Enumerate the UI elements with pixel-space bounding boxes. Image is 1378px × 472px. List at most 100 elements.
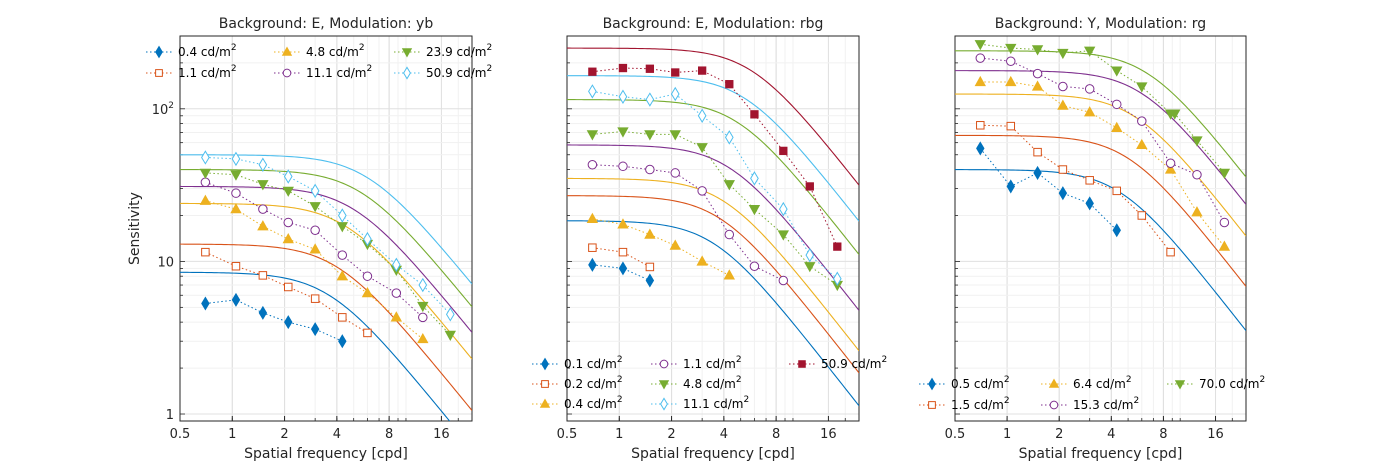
axes-box xyxy=(566,35,860,422)
x-tick-label: 0.5 xyxy=(945,427,966,442)
series-2 xyxy=(955,121,1246,287)
data-point xyxy=(1058,165,1068,174)
legend-label: 11.1 cd/m2 xyxy=(683,395,749,411)
legend-item: 1.1 cd/m2 xyxy=(651,355,742,371)
series-3 xyxy=(567,177,859,352)
ticks: 0.5 1 2 4 8 16 xyxy=(557,35,846,442)
data-point xyxy=(779,146,788,156)
data-point xyxy=(618,247,628,257)
fit-curve xyxy=(567,177,859,352)
data-point xyxy=(231,151,241,167)
fit-curve xyxy=(180,243,472,411)
chart-panel-2: 0.5 1 2 4 8 16 Background: E, Modulation: rbg S… xyxy=(532,16,887,462)
data-point xyxy=(617,218,629,229)
data-point xyxy=(282,186,294,197)
fit-curve xyxy=(955,70,1246,205)
legend-label: 4.8 cd/m2 xyxy=(683,375,742,391)
series-3 xyxy=(180,194,472,360)
plot-area xyxy=(180,150,472,421)
data-point xyxy=(697,186,707,196)
data-point xyxy=(363,328,372,338)
fit-curve xyxy=(567,220,859,407)
data-point xyxy=(645,164,655,175)
x-tick-label: 8 xyxy=(385,427,393,442)
legend-label: 0.1 cd/m2 xyxy=(564,355,623,371)
data-point xyxy=(974,40,986,51)
data-point xyxy=(391,288,402,298)
data-point xyxy=(258,305,268,320)
data-point xyxy=(1085,196,1094,211)
series-2 xyxy=(567,195,859,374)
y-tick-label: 102 xyxy=(152,101,174,118)
legend-marker xyxy=(155,45,163,59)
data-point xyxy=(723,180,735,191)
data-point xyxy=(805,247,815,263)
legend-item: 0.2 cd/m2 xyxy=(532,375,623,391)
data-point xyxy=(669,130,681,141)
legend-label: 4.8 cd/m2 xyxy=(306,43,365,59)
chart-panel-3: 0.5 1 2 4 8 16 Background: Y, Modulation: rg Sp… xyxy=(919,16,1265,462)
legend-item: 11.1 cd/m2 xyxy=(651,395,749,411)
x-tick-label: 0.5 xyxy=(170,427,191,442)
data-point xyxy=(337,250,348,260)
data-line xyxy=(205,172,451,336)
legend-marker xyxy=(281,46,293,56)
data-point xyxy=(1111,99,1122,110)
data-point xyxy=(1057,48,1069,60)
data-point xyxy=(1057,99,1069,110)
data-point xyxy=(1033,147,1042,157)
legend-item: 0.1 cd/m2 xyxy=(532,355,623,371)
data-line xyxy=(592,90,838,280)
data-point xyxy=(976,141,985,156)
x-tick-label: 16 xyxy=(820,427,837,442)
fit-curve xyxy=(955,134,1246,287)
legend-marker xyxy=(1049,400,1059,410)
data-point xyxy=(282,233,294,244)
x-tick-label: 0.5 xyxy=(557,427,578,442)
data-line xyxy=(980,81,1225,247)
data-point xyxy=(1218,240,1231,251)
x-axis-label: Spatial frequency [cpd] xyxy=(244,446,408,462)
data-point xyxy=(200,177,211,188)
series-4 xyxy=(955,53,1246,228)
series-2 xyxy=(180,243,472,411)
legend-label: 23.9 cd/m2 xyxy=(426,43,492,59)
data-point xyxy=(645,64,655,73)
axes-box xyxy=(954,35,1247,422)
x-tick-label: 2 xyxy=(1055,427,1063,442)
legend-item: 70.0 cd/m2 xyxy=(1167,375,1265,391)
data-point xyxy=(670,168,680,178)
data-point xyxy=(362,271,373,281)
legend-item: 6.4 cd/m2 xyxy=(1041,375,1132,391)
legend: 0.4 cd/m2 1.1 cd/m2 4.8 cd/m2 11.1 cd/m2 23.… xyxy=(146,43,492,80)
data-point xyxy=(698,66,707,75)
data-point xyxy=(670,86,680,102)
data-point xyxy=(1032,68,1043,79)
data-point xyxy=(231,261,241,271)
grid xyxy=(566,35,859,422)
data-line xyxy=(592,164,784,281)
chart-panel-1: 0.5 1 2 4 8 16 1 10 102 Background: E, Modulation… xyxy=(127,16,492,462)
legend-label: 15.3 cd/m2 xyxy=(1073,396,1139,412)
data-point xyxy=(725,80,734,89)
data-point xyxy=(974,75,986,87)
data-point xyxy=(1191,206,1203,217)
data-point xyxy=(310,183,320,199)
data-point xyxy=(201,247,210,257)
y-tick-label: 10 xyxy=(157,255,174,270)
data-point xyxy=(586,130,599,141)
data-point xyxy=(1005,43,1017,55)
data-point xyxy=(445,307,455,322)
data-point xyxy=(618,89,628,104)
series-6 xyxy=(567,75,859,286)
data-point xyxy=(390,311,403,322)
data-point xyxy=(618,161,628,172)
data-point xyxy=(586,212,599,224)
legend-item: 1.1 cd/m2 xyxy=(146,64,237,80)
data-point xyxy=(617,127,629,138)
data-point xyxy=(417,301,429,313)
data-line xyxy=(592,131,838,286)
data-point xyxy=(1006,56,1016,66)
legend: 0.1 cd/m2 0.2 cd/m2 0.4 cd/m2 1.1 cd/m2 4.8 … xyxy=(532,355,887,411)
data-point xyxy=(230,170,242,181)
